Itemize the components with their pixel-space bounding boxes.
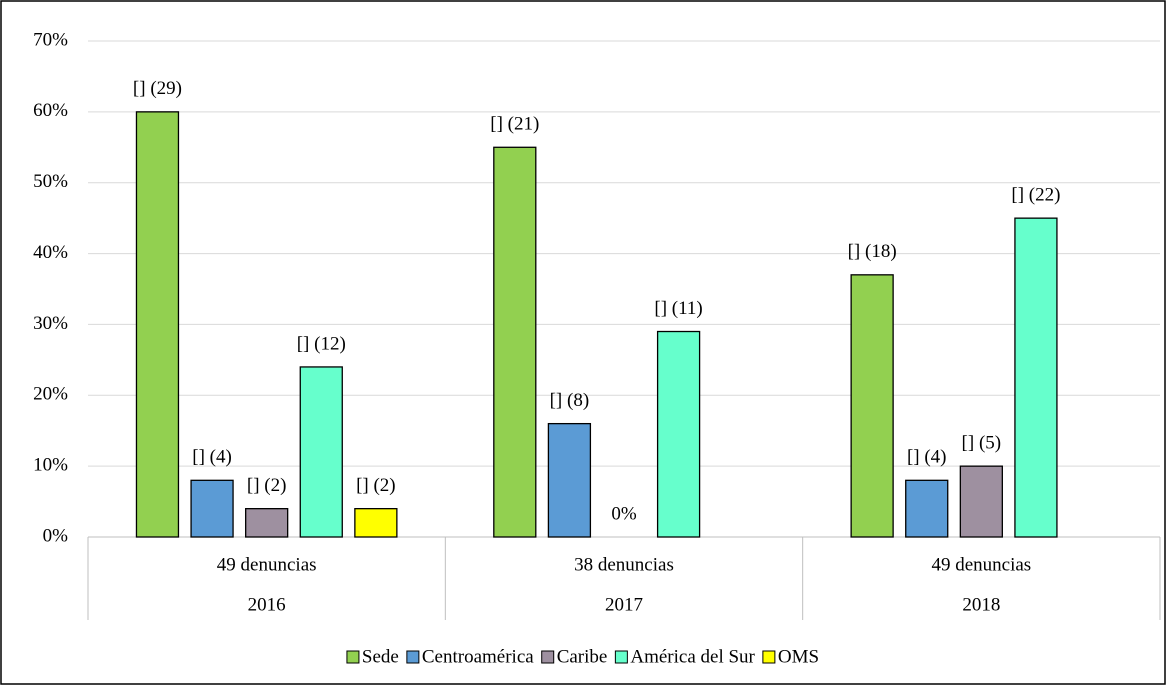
bar (656, 330, 701, 538)
legend-label: Sede (362, 646, 399, 667)
bar (245, 508, 289, 538)
bar (959, 465, 1003, 538)
data-label: [] (2) (356, 475, 396, 496)
y-tick-label: 70% (33, 29, 68, 50)
x-tick-label: 38 denuncias (574, 554, 674, 575)
data-label: [] (8) (550, 390, 590, 411)
x-group-label: 2018 (962, 594, 1000, 615)
legend-swatch (614, 650, 628, 664)
data-label: [] (4) (192, 447, 232, 468)
x-tick-label: 49 denuncias (217, 554, 317, 575)
bar (354, 508, 398, 538)
legend-label: OMS (778, 646, 819, 667)
data-label: [] (5) (962, 433, 1002, 454)
legend-label: Caribe (557, 646, 608, 667)
data-label: [] (29) (133, 78, 182, 99)
legend-swatch (406, 650, 420, 664)
legend-swatch (541, 650, 555, 664)
data-label: [] (4) (907, 447, 947, 468)
x-group-label: 2017 (605, 594, 643, 615)
bar (299, 366, 343, 538)
data-label: [] (21) (490, 114, 539, 135)
x-group-label: 2016 (248, 594, 286, 615)
y-tick-label: 0% (43, 525, 69, 546)
bar (190, 479, 234, 538)
data-label: [] (22) (1011, 185, 1060, 206)
legend-label: América del Sur (630, 646, 755, 667)
bar (850, 274, 894, 538)
y-tick-label: 30% (33, 313, 68, 334)
y-tick-label: 50% (33, 171, 68, 192)
data-label: [] (11) (654, 298, 702, 319)
data-label: 0% (611, 503, 637, 524)
legend-swatch (762, 650, 776, 664)
data-label: [] (18) (848, 241, 897, 262)
y-tick-label: 10% (33, 455, 68, 476)
y-tick-label: 40% (33, 242, 68, 263)
bar (547, 422, 592, 538)
legend-label: Centroamérica (422, 646, 534, 667)
y-tick-label: 60% (33, 100, 68, 121)
bar (1014, 217, 1058, 538)
x-tick-label: 49 denuncias (931, 554, 1031, 575)
bar (493, 146, 537, 538)
data-label: [] (2) (247, 475, 287, 496)
legend-swatch (346, 650, 360, 664)
bar (905, 479, 949, 538)
bar (135, 111, 180, 538)
y-tick-label: 20% (33, 384, 68, 405)
data-label: [] (12) (297, 333, 346, 354)
